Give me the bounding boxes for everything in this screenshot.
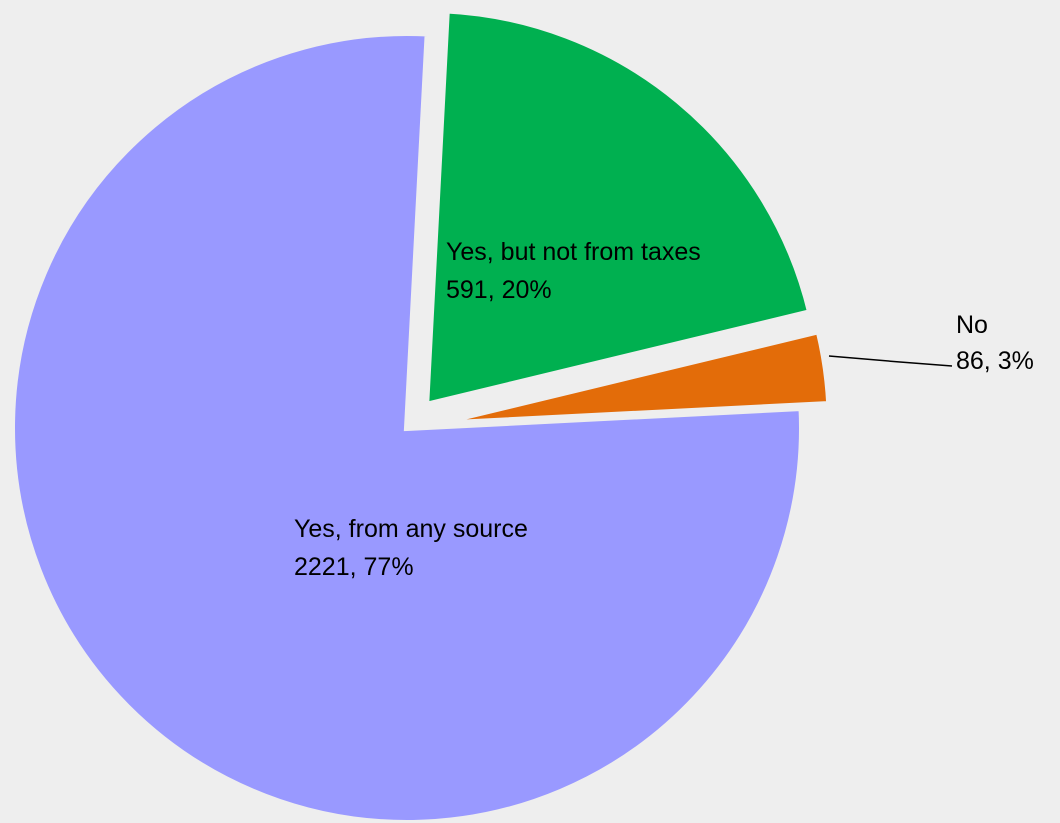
slice-any-source	[9, 30, 805, 823]
slice-label-taxes: Yes, but not from taxes	[446, 238, 701, 266]
slice-value-taxes: 591, 20%	[446, 276, 552, 304]
pie-slices	[9, 7, 833, 823]
pie-labels: Yes, but not from taxes 591, 20% No 86, …	[294, 238, 1034, 581]
slice-no	[434, 327, 833, 427]
slice-value-any-source: 2221, 77%	[294, 553, 414, 581]
slice-label-no: No	[956, 311, 988, 339]
slice-taxes	[422, 7, 814, 409]
leader-line-no	[828, 355, 953, 367]
slice-value-no: 86, 3%	[956, 347, 1034, 375]
slice-label-any-source: Yes, from any source	[294, 515, 528, 543]
